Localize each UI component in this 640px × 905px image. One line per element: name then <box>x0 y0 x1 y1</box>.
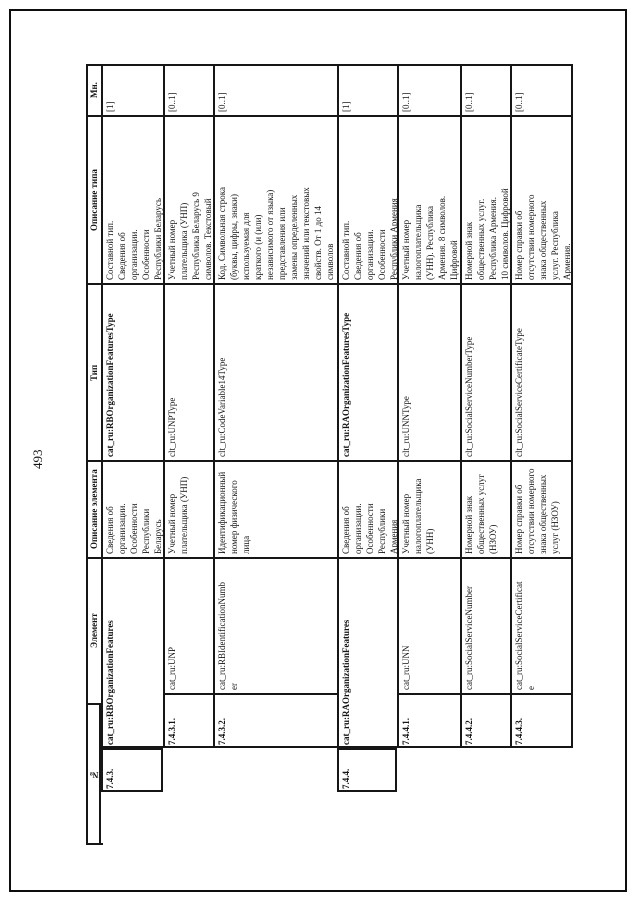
row1-num: 7.4.3. <box>101 748 163 792</box>
table-bottom-edge <box>101 746 573 748</box>
row3-mult: [0..1] <box>213 64 337 115</box>
header-num: № <box>86 703 101 845</box>
header-element: Элемент <box>86 557 101 703</box>
row4-element: cat_ru:RAOrganizationFeatures <box>337 557 397 748</box>
row1-type: cat_ru:RBOrganizationFeaturesType <box>101 283 163 460</box>
row4-mult: [1] <box>337 64 397 115</box>
row2-type: clt_ru:UNPType <box>163 283 213 460</box>
row3-element-desc: Идентификационный номер физического лица <box>213 460 337 557</box>
row6-type-desc: Номерной знак общественных услуг. Респуб… <box>460 115 510 283</box>
row4-num: 7.4.4. <box>337 748 397 792</box>
row6-type: clt_ru:SocialServiceNumberType <box>460 283 510 460</box>
row5-element-desc: Учетный номер налогоплательщика (УНН) <box>397 460 460 557</box>
row7-element: cat_ru:SocialServiceCertificat e <box>510 557 573 693</box>
row4-type-desc: Составной тип. Сведения об организации. … <box>337 115 397 283</box>
row3-type-desc: Код. Символьная строка (буквы, цифры, зн… <box>213 115 337 283</box>
row7-mult: [0..1] <box>510 64 573 115</box>
row1-mult: [1] <box>101 64 163 115</box>
row2-element-desc: Учетный номер плательщика (УНП) <box>163 460 213 557</box>
row3-element: cat_ru:RBIdentificationNumb er <box>213 557 337 693</box>
row1-type-desc: Составной тип. Сведения об организации. … <box>101 115 163 283</box>
row7-type: clt_ru:SocialServiceCertificateType <box>510 283 573 460</box>
row2-mult: [0..1] <box>163 64 213 115</box>
header-type: Тип <box>86 283 101 460</box>
page-number: 493 <box>30 449 45 469</box>
row4-element-desc: Сведения об организации. Особенности Рес… <box>337 460 397 557</box>
row5-element: cat_ru:UNN <box>397 557 460 693</box>
row7-element-desc: Номер справки об отсутствии номерного зн… <box>510 460 573 557</box>
row6-mult: [0..1] <box>460 64 510 115</box>
row2-type-desc: Учетный номер плательщика (УНП) Республи… <box>163 115 213 283</box>
row1-element: cat_ru:RBOrganizationFeatures <box>101 557 163 748</box>
page-border-frame <box>9 9 627 892</box>
header-element-desc: Описание элемента <box>86 460 101 557</box>
row6-num: 7.4.4.2. <box>460 693 510 748</box>
row3-num: 7.4.3.2. <box>213 693 337 748</box>
row5-mult: [0..1] <box>397 64 460 115</box>
row6-element-desc: Номерной знак общественных услуг (НЗОУ) <box>460 460 510 557</box>
row5-type: clt_ru:UNNType <box>397 283 460 460</box>
header-type-desc: Описание типа <box>86 115 101 283</box>
row4-type: cat_ru:RAOrganizationFeaturesType <box>337 283 397 460</box>
row5-type-desc: Учетный номер налогоплательщика (УНН). Р… <box>397 115 460 283</box>
header-num-bottom-edge <box>86 843 103 845</box>
row2-num: 7.4.3.1. <box>163 693 213 748</box>
row3-type: clt_ru:CodeVariable14Type <box>213 283 337 460</box>
header-mult: Мн. <box>86 64 101 115</box>
row7-num: 7.4.4.3. <box>510 693 573 748</box>
row6-element: cat_ru:SocialServiceNumber <box>460 557 510 693</box>
row1-element-desc: Сведения об организации. Особенности Рес… <box>101 460 163 557</box>
row7-type-desc: Номер справки об отсутствии номерного зн… <box>510 115 573 283</box>
row1-num-bottom-edge <box>101 790 163 792</box>
table-right-edge <box>571 64 573 748</box>
row5-num: 7.4.4.1. <box>397 693 460 748</box>
row4-num-bottom-edge <box>337 790 397 792</box>
row2-element: cat_ru:UNP <box>163 557 213 693</box>
